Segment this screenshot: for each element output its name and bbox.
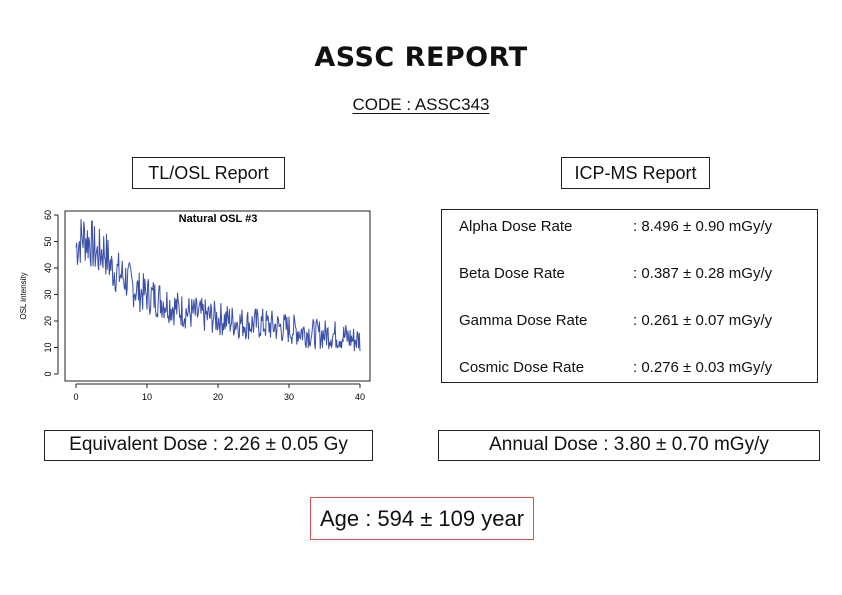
y-tick-label: 60 bbox=[43, 210, 53, 220]
osl-chart: Natural OSL #3 OSL intensity 0 10 20 30 40 50… bbox=[19, 210, 371, 402]
y-tick-label: 50 bbox=[43, 236, 53, 246]
x-tick-label: 30 bbox=[284, 392, 294, 402]
icp-ms-table: Alpha Dose Rate : 8.496 ± 0.90 mGy/y Bet… bbox=[441, 209, 818, 383]
report-code: CODE : ASSC343 bbox=[0, 95, 842, 115]
report-title: ASSC REPORT bbox=[314, 42, 528, 73]
annual-dose-box: Annual Dose : 3.80 ± 0.70 mGy/y bbox=[438, 430, 820, 461]
equivalent-dose-box: Equivalent Dose : 2.26 ± 0.05 Gy bbox=[44, 430, 373, 461]
alpha-dose-value: : 8.496 ± 0.90 mGy/y bbox=[633, 218, 773, 235]
x-tick-label: 20 bbox=[213, 392, 223, 402]
y-axis-label: OSL intensity bbox=[19, 272, 28, 319]
gamma-dose-label: Gamma Dose Rate bbox=[459, 312, 588, 329]
icp-ms-report-label: ICP-MS Report bbox=[561, 157, 710, 189]
x-tick-label: 0 bbox=[73, 392, 78, 402]
osl-series-line bbox=[75, 219, 361, 352]
beta-dose-value: : 0.387 ± 0.28 mGy/y bbox=[633, 265, 773, 282]
y-tick-label: 20 bbox=[43, 316, 53, 326]
report-code-text: CODE : ASSC343 bbox=[352, 95, 490, 114]
x-tick-label: 10 bbox=[142, 392, 152, 402]
x-tick-label: 40 bbox=[355, 392, 365, 402]
gamma-dose-value: : 0.261 ± 0.07 mGy/y bbox=[633, 312, 773, 329]
y-tick-label: 40 bbox=[43, 263, 53, 273]
x-axis: 0 10 20 30 40 bbox=[73, 383, 365, 402]
cosmic-dose-value: : 0.276 ± 0.03 mGy/y bbox=[633, 359, 773, 376]
y-tick-label: 0 bbox=[43, 371, 53, 376]
plot-frame bbox=[64, 210, 371, 382]
tl-osl-report-label: TL/OSL Report bbox=[132, 157, 285, 189]
cosmic-dose-label: Cosmic Dose Rate bbox=[459, 359, 585, 376]
y-tick-label: 10 bbox=[43, 342, 53, 352]
beta-dose-label: Beta Dose Rate bbox=[459, 265, 565, 282]
chart-title: Natural OSL #3 bbox=[179, 213, 258, 225]
y-axis: 0 10 20 30 40 50 60 bbox=[43, 210, 59, 377]
alpha-dose-label: Alpha Dose Rate bbox=[459, 218, 573, 235]
y-tick-label: 30 bbox=[43, 289, 53, 299]
age-result-box: Age : 594 ± 109 year bbox=[310, 497, 534, 540]
